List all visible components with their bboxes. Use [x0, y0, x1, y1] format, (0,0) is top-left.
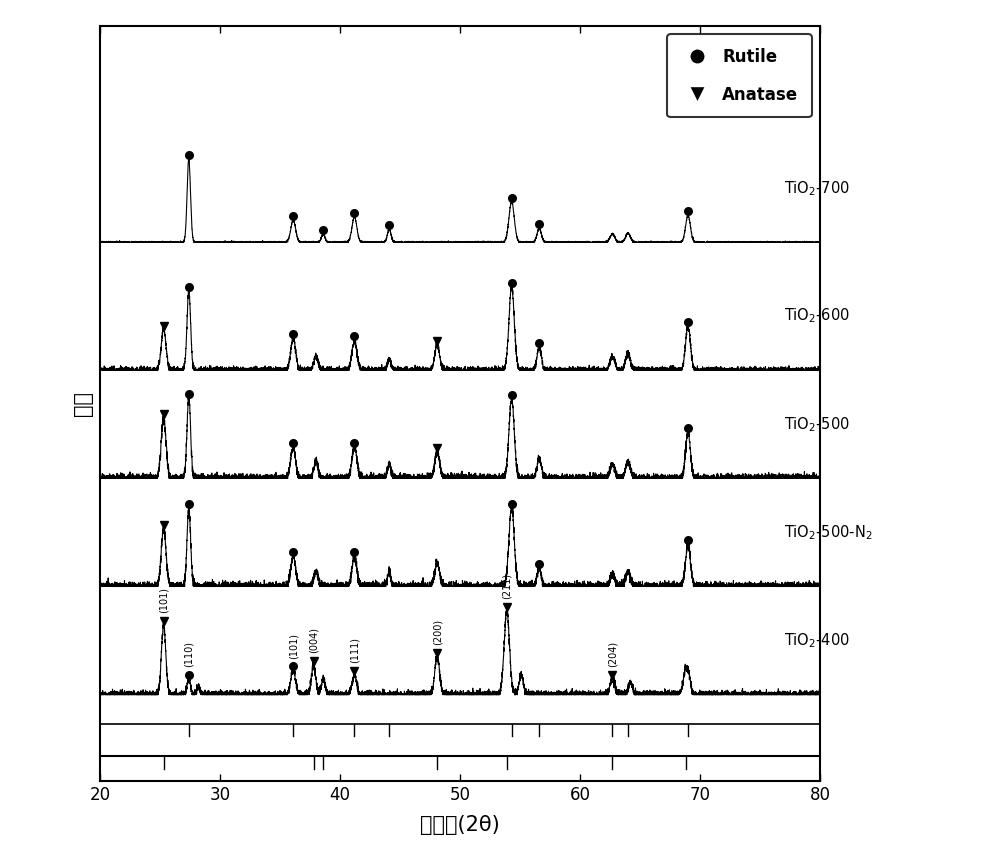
Text: (204): (204) — [607, 641, 617, 667]
Text: TiO$_2$-600: TiO$_2$-600 — [784, 306, 850, 326]
Text: TiO$_2$-400: TiO$_2$-400 — [784, 631, 850, 650]
Text: (004): (004) — [309, 628, 319, 654]
Text: TiO$_2$-500: TiO$_2$-500 — [784, 415, 850, 434]
X-axis label: 衍射角(2θ): 衍射角(2θ) — [420, 815, 500, 835]
Text: (111): (111) — [349, 636, 359, 662]
Text: (211): (211) — [502, 573, 512, 599]
Text: TiO$_2$-500-N$_2$: TiO$_2$-500-N$_2$ — [784, 523, 873, 542]
Text: (200): (200) — [432, 619, 442, 645]
Text: TiO$_2$-700: TiO$_2$-700 — [784, 179, 850, 198]
Text: (101): (101) — [159, 587, 169, 613]
Text: (110): (110) — [184, 641, 194, 667]
Y-axis label: 强度: 强度 — [73, 391, 93, 416]
Text: (101): (101) — [288, 633, 298, 659]
Legend: Rutile, Anatase: Rutile, Anatase — [667, 35, 812, 117]
